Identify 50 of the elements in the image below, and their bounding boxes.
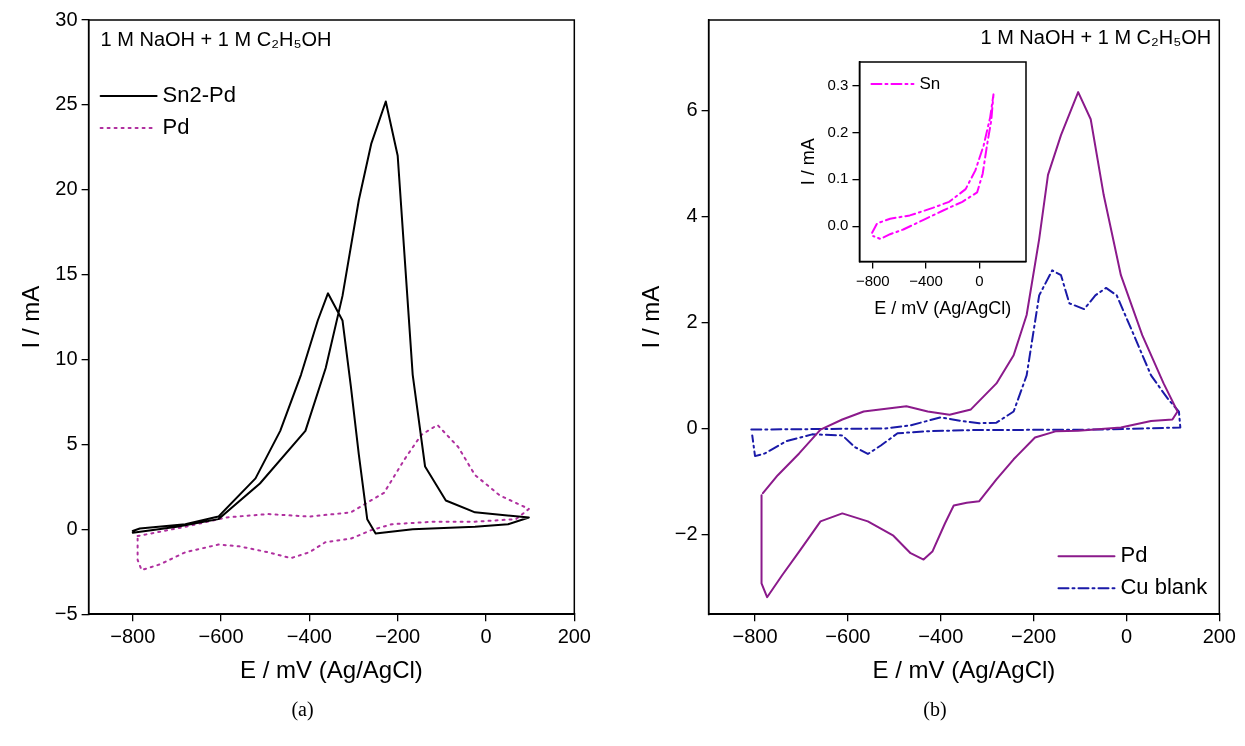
y-tick-label: 0.3 bbox=[827, 75, 849, 93]
legend-label: Sn2-Pd bbox=[162, 82, 236, 108]
y-tick-label: 5 bbox=[66, 431, 78, 454]
x-tick-label: 200 bbox=[557, 624, 591, 647]
y-tick-label: 25 bbox=[55, 92, 78, 115]
x-axis-title: E / mV (Ag/AgCl) bbox=[874, 298, 1012, 319]
y-tick-label: 15 bbox=[55, 262, 78, 285]
legend-label: Cu blank bbox=[1120, 574, 1209, 600]
line-series bbox=[136, 423, 530, 572]
x-tick-label: −600 bbox=[198, 624, 244, 647]
y-tick-label: 20 bbox=[55, 177, 78, 200]
line-series bbox=[871, 93, 995, 240]
y-tick-label: 6 bbox=[686, 97, 698, 120]
x-tick-label: −800 bbox=[732, 624, 778, 647]
annotation: 1 M NaOH + 1 M C₂H₅OH bbox=[100, 27, 332, 50]
x-tick-label: −400 bbox=[286, 624, 332, 647]
x-tick-label: −400 bbox=[918, 624, 964, 647]
y-tick-label: −2 bbox=[674, 522, 698, 545]
legend-label: Pd bbox=[1120, 542, 1148, 568]
x-axis-title: E / mV (Ag/AgCl) bbox=[240, 656, 423, 684]
line-series bbox=[750, 269, 1182, 458]
legend-label: Pd bbox=[162, 114, 190, 140]
y-axis-title: I / mA bbox=[637, 285, 665, 349]
legend-label: Sn bbox=[919, 73, 941, 93]
x-tick-label: −600 bbox=[825, 624, 871, 647]
y-tick-label: 0 bbox=[686, 416, 698, 439]
y-axis-title: I / mA bbox=[17, 285, 45, 349]
y-tick-label: 30 bbox=[55, 7, 78, 30]
x-tick-label: −800 bbox=[110, 624, 156, 647]
x-tick-label: 0 bbox=[975, 271, 984, 289]
annotation: 1 M NaOH + 1 M C₂H₅OH bbox=[980, 25, 1212, 48]
y-tick-label: 0 bbox=[66, 516, 78, 539]
x-tick-label: −200 bbox=[375, 624, 421, 647]
x-tick-label: 0 bbox=[1120, 624, 1133, 647]
y-tick-label: 4 bbox=[686, 203, 698, 226]
y-axis-title: I / mA bbox=[797, 138, 818, 186]
x-tick-label: 0 bbox=[480, 624, 492, 647]
x-tick-label: 200 bbox=[1202, 624, 1236, 647]
y-tick-label: −5 bbox=[54, 601, 78, 624]
y-tick-label: 2 bbox=[686, 309, 698, 332]
text: (a) bbox=[290, 698, 315, 721]
y-tick-label: 10 bbox=[55, 347, 78, 370]
x-tick-label: −200 bbox=[1011, 624, 1057, 647]
x-tick-label: −800 bbox=[855, 271, 890, 289]
text: (b) bbox=[922, 698, 948, 721]
y-tick-label: 0.1 bbox=[827, 169, 849, 187]
y-tick-label: 0.2 bbox=[827, 122, 849, 140]
y-tick-label: 0.0 bbox=[827, 216, 849, 234]
x-tick-label: −400 bbox=[909, 271, 943, 289]
x-axis-title: E / mV (Ag/AgCl) bbox=[872, 656, 1056, 684]
